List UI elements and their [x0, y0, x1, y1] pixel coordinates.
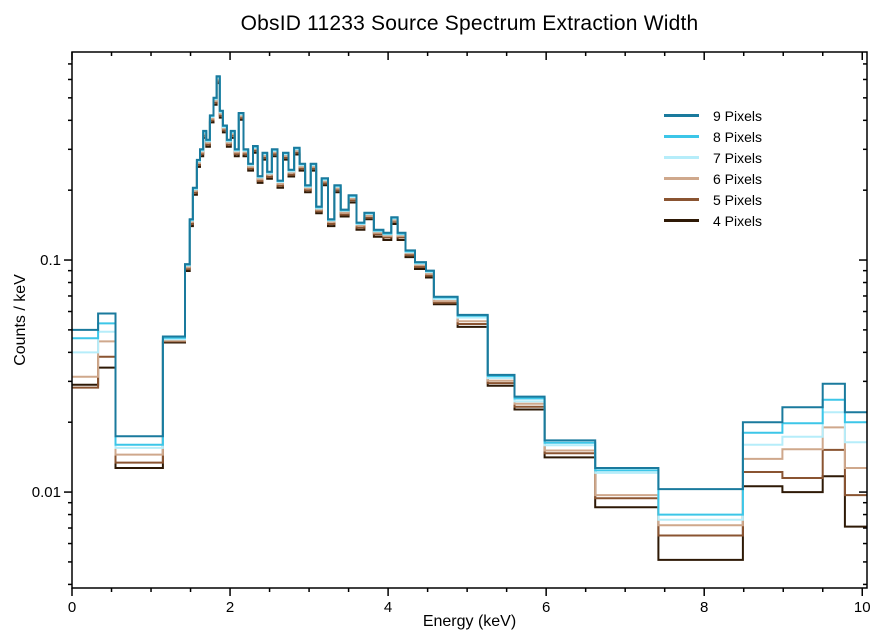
legend-item-4-pixels: 4 Pixels [664, 210, 762, 231]
legend: 9 Pixels 8 Pixels 7 Pixels 6 Pixels 5 Pixels… [664, 105, 762, 231]
legend-label: 8 Pixels [713, 128, 763, 145]
x-tick-label: 6 [542, 599, 550, 616]
y-axis-title: Counts / keV [12, 274, 29, 366]
legend-swatch [664, 135, 699, 138]
legend-swatch [664, 114, 699, 117]
legend-label: 9 Pixels [713, 107, 763, 124]
legend-item-9-pixels: 9 Pixels [664, 105, 762, 126]
legend-label: 5 Pixels [713, 191, 763, 208]
x-tick-label: 8 [700, 599, 708, 616]
x-tick-label: 4 [384, 599, 392, 616]
legend-label: 7 Pixels [713, 149, 763, 166]
plot-frame [71, 51, 868, 589]
legend-swatch [664, 156, 699, 159]
legend-swatch [664, 219, 699, 222]
x-axis-title: Energy (keV) [422, 613, 517, 630]
series-9-pixels [72, 75, 867, 491]
legend-item-5-pixels: 5 Pixels [664, 189, 762, 210]
legend-label: 6 Pixels [713, 170, 763, 187]
legend-swatch [664, 177, 699, 180]
chart-title: ObsID 11233 Source Spectrum Extraction W… [240, 12, 699, 35]
y-tick-label: 0.1 [40, 252, 61, 269]
legend-item-6-pixels: 6 Pixels [664, 168, 762, 189]
legend-item-8-pixels: 8 Pixels [664, 126, 762, 147]
x-tick-label: 2 [226, 599, 234, 616]
legend-item-7-pixels: 7 Pixels [664, 147, 762, 168]
x-tick-label: 0 [68, 599, 76, 616]
x-tick-label: 10 [854, 599, 871, 616]
y-tick-label: 0.01 [32, 484, 61, 501]
legend-label: 4 Pixels [713, 212, 763, 229]
legend-swatch [664, 198, 699, 201]
